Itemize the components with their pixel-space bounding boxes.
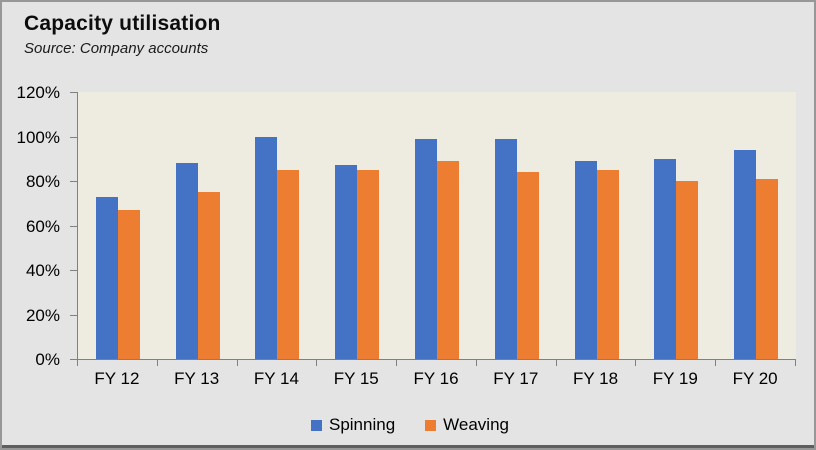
bar-spinning-fy-17 bbox=[494, 138, 517, 359]
bar-spinning-fy-15 bbox=[335, 165, 358, 359]
x-axis-tick bbox=[555, 360, 557, 366]
x-axis-label-fy-17: FY 17 bbox=[493, 369, 539, 388]
x-axis-tick bbox=[715, 360, 717, 366]
bar-weaving-fy-13 bbox=[197, 192, 220, 359]
bar-weaving-fy-19 bbox=[676, 181, 699, 359]
x-axis-tick bbox=[77, 360, 78, 366]
x-axis-label-fy-14: FY 14 bbox=[253, 369, 299, 388]
legend-swatch-spinning bbox=[310, 419, 322, 431]
bar-spinning-fy-14 bbox=[255, 136, 278, 359]
x-axis-tick bbox=[475, 360, 477, 366]
x-axis-tick bbox=[156, 360, 158, 366]
x-axis-label-fy-15: FY 15 bbox=[333, 369, 379, 388]
y-axis-label-60%: 60% bbox=[25, 216, 60, 236]
x-axis-tick bbox=[795, 360, 796, 366]
bar-spinning-fy-13 bbox=[175, 163, 198, 359]
bar-spinning-fy-18 bbox=[574, 161, 597, 359]
legend-label-spinning: Spinning bbox=[328, 415, 396, 434]
y-axis-label-120%: 120% bbox=[16, 83, 60, 102]
x-axis-tick bbox=[236, 360, 238, 366]
y-axis-tick bbox=[70, 359, 77, 360]
x-axis-label-fy-12: FY 12 bbox=[94, 369, 140, 388]
bar-spinning-fy-12 bbox=[95, 196, 118, 359]
x-axis-tick bbox=[635, 360, 637, 366]
x-axis-tick bbox=[316, 360, 318, 366]
y-axis-tick bbox=[70, 136, 77, 138]
x-axis-label-fy-13: FY 13 bbox=[174, 369, 220, 388]
chart-source: Source: Company accounts bbox=[24, 40, 209, 57]
x-axis-label-fy-20: FY 20 bbox=[732, 369, 778, 388]
y-axis-tick bbox=[70, 181, 77, 182]
legend-label-weaving: Weaving bbox=[443, 415, 509, 434]
y-axis-label-40%: 40% bbox=[25, 261, 60, 280]
bar-weaving-fy-18 bbox=[596, 169, 619, 359]
bar-weaving-fy-20 bbox=[756, 178, 779, 359]
y-axis-label-20%: 20% bbox=[25, 305, 60, 325]
bar-weaving-fy-12 bbox=[117, 209, 140, 359]
bar-weaving-fy-17 bbox=[516, 172, 539, 359]
bar-spinning-fy-20 bbox=[734, 149, 757, 359]
y-axis-tick bbox=[70, 314, 77, 316]
y-axis-tick bbox=[70, 225, 77, 227]
legend-item-spinning: Spinning bbox=[310, 415, 396, 435]
bar-spinning-fy-16 bbox=[415, 138, 437, 359]
window-bottom-edge bbox=[2, 445, 814, 448]
x-axis-label-fy-16: FY 16 bbox=[413, 369, 459, 388]
x-axis-label-fy-18: FY 18 bbox=[573, 369, 619, 388]
legend-item-weaving: Weaving bbox=[425, 415, 509, 435]
x-axis-label-fy-19: FY 19 bbox=[652, 369, 698, 388]
chart-legend: Spinning Weaving bbox=[2, 415, 814, 435]
y-axis-tick bbox=[70, 270, 77, 271]
y-axis-tick bbox=[70, 92, 77, 93]
bar-spinning-fy-19 bbox=[654, 158, 677, 359]
x-axis-tick bbox=[396, 360, 398, 366]
plot-area bbox=[77, 92, 796, 360]
chart-title: Capacity utilisation bbox=[24, 12, 221, 35]
y-axis-label-80%: 80% bbox=[25, 172, 60, 191]
legend-swatch-weaving bbox=[425, 419, 437, 431]
bar-weaving-fy-16 bbox=[437, 161, 459, 359]
y-axis-label-100%: 100% bbox=[16, 127, 60, 147]
bar-weaving-fy-14 bbox=[277, 169, 300, 359]
bar-weaving-fy-15 bbox=[357, 169, 380, 359]
y-axis-label-0%: 0% bbox=[35, 350, 60, 369]
